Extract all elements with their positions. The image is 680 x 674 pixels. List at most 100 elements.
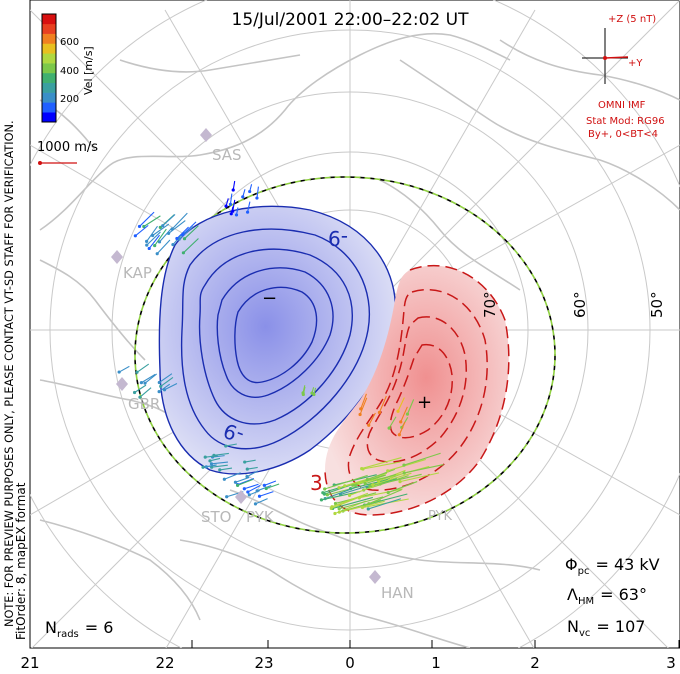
colorbar-ticks: 600 400 200 [60, 37, 79, 105]
velocity-vector-origin [222, 477, 226, 481]
velocity-vector-origin [358, 412, 362, 417]
velocity-vector [259, 491, 274, 497]
velocity-vector-origin [337, 507, 341, 511]
velocity-vector [368, 412, 376, 426]
potential-min-marker: − [262, 288, 277, 309]
velocity-vector [224, 472, 241, 480]
velocity-vector [206, 464, 217, 468]
velocity-vector-origin [330, 505, 334, 509]
velocity-vector-origin [204, 465, 208, 469]
velocity-vector-origin [310, 391, 314, 395]
velocity-vector-origin [182, 237, 187, 241]
velocity-vector-origin [117, 370, 121, 374]
velocity-vector-origin [234, 213, 239, 217]
radar-label-pyk: PYK [246, 508, 275, 526]
velocity-vector-origin [161, 224, 165, 228]
radar-labels: SAS KAP GBR STO PYK HAN PYK [123, 146, 452, 602]
velocity-vector-origin [262, 483, 267, 487]
velocity-vector [365, 473, 397, 485]
velocity-vector-origin [241, 195, 245, 199]
mlt-label-2: 2 [530, 654, 540, 672]
velocity-vector [400, 406, 408, 423]
imf-model-line1: Stat Mod: RG96 [586, 116, 665, 127]
velocity-vector [184, 225, 199, 240]
velocity-vector-origin [343, 484, 347, 488]
mlt-label-3: 3 [666, 654, 676, 672]
nrads-stat: Nrads = 6 [45, 618, 113, 640]
mlt-label-0: 0 [345, 654, 355, 672]
colorbar-segment [42, 63, 56, 74]
velocity-vector-origin [137, 224, 142, 229]
velocity-vector-origin [348, 486, 353, 491]
velocity-vector-origin [347, 493, 352, 497]
velocity-vector-origin [366, 507, 370, 511]
velocity-vector [136, 363, 150, 373]
velocity-vector [237, 478, 254, 486]
velocity-vector-origin [337, 486, 341, 490]
lat-label-60: 60° [571, 291, 589, 318]
velocity-vector [359, 488, 403, 499]
velocity-vector [379, 473, 422, 485]
velocity-vector [367, 468, 396, 481]
velocity-vector [324, 474, 368, 490]
velocity-vector [256, 186, 259, 199]
velocity-vector-origin [181, 251, 186, 255]
velocity-vector [171, 212, 188, 230]
velocity-vector-origin [235, 483, 240, 488]
velocity-vector [152, 223, 170, 236]
velocity-vector-origin [363, 482, 367, 486]
velocity-vector-origin [159, 384, 163, 388]
velocity-vector-origin [386, 469, 390, 473]
velocity-vector-origin [402, 463, 406, 467]
velocity-vector-origin [157, 380, 161, 385]
velocity-vector [164, 382, 178, 391]
velocity-vector-origin [133, 234, 137, 238]
imf-z-label: +Z (5 nT) [608, 14, 656, 25]
velocity-vector [266, 483, 280, 490]
velocity-vector [178, 226, 194, 240]
imf-clock [582, 28, 629, 84]
contour-label-neg: -9 [328, 226, 348, 250]
colorbar-segment [42, 33, 56, 44]
velocity-vector-origin [212, 453, 216, 457]
velocity-vector [372, 472, 412, 486]
velocity-vector [158, 383, 171, 393]
velocity-vector [156, 239, 171, 255]
velocity-vector-origin [333, 511, 337, 516]
colorbar-tick-200: 200 [60, 94, 79, 105]
potential-max-marker: + [417, 392, 432, 413]
velocity-vector [232, 199, 236, 212]
velocity-vector [397, 397, 405, 412]
velocity-vector-origin [150, 233, 155, 238]
velocity-vector [118, 365, 130, 373]
velocity-vector-origin [171, 242, 175, 247]
radar-site-marker [116, 377, 128, 391]
velocity-vector [158, 373, 173, 383]
velocity-vector [235, 476, 250, 483]
radar-site-marker [200, 128, 212, 142]
velocity-vector [247, 466, 258, 470]
velocity-vector-origin [162, 388, 167, 392]
lat-label-50: 50° [648, 291, 666, 318]
velocity-vector [139, 211, 155, 227]
velocity-vector-origin [203, 455, 207, 459]
velocity-vector-origin [132, 390, 137, 395]
radar-label-pyk-2: PYK [428, 509, 452, 524]
mlt-axis [29, 640, 680, 648]
imf-source: OMNI IMF [598, 100, 646, 111]
velocity-vector-origin [399, 420, 403, 424]
velocity-vector-origin [228, 202, 233, 206]
velocity-vector [160, 376, 174, 387]
radar-label-gbr: GBR [128, 395, 160, 413]
velocity-vector-origin [225, 495, 229, 499]
radar-label-han: HAN [381, 584, 414, 602]
velocity-vector-origin [387, 426, 391, 430]
velocity-vector-origin [319, 498, 324, 502]
velocity-vector-origin [245, 210, 250, 214]
velocity-vector-origin [175, 236, 179, 241]
lat-label-70: 70° [481, 291, 499, 318]
contour-label-pos: 3 [310, 471, 323, 495]
velocity-vector-origin [248, 189, 252, 194]
velocity-vector [388, 481, 418, 494]
